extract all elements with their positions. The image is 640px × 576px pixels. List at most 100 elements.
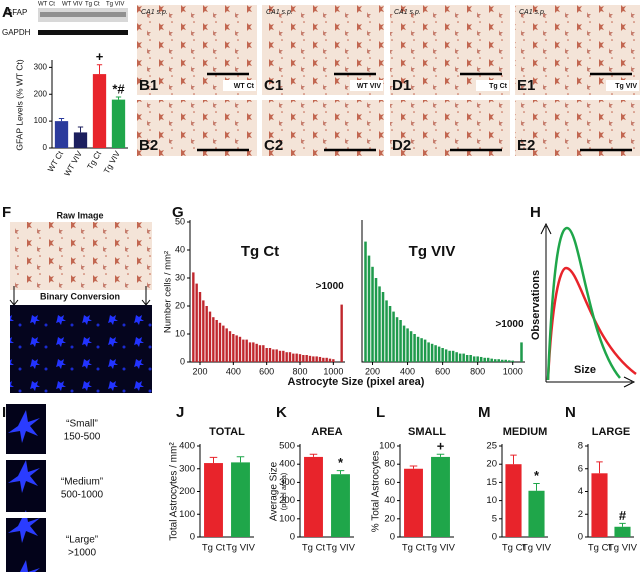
bar (225, 328, 228, 362)
y-tick-label: 40 (175, 244, 185, 254)
raw-image (10, 222, 152, 290)
panel-label: G (172, 204, 184, 221)
blot-lane-label: WT VIV (62, 2, 83, 8)
x-tick-label: Tg VIV (608, 543, 638, 554)
y-tick-label: 20 (175, 300, 185, 310)
bar (437, 346, 441, 362)
region-label: CA1 s.p. (266, 9, 293, 16)
bar (364, 241, 367, 362)
size-range: 500-1000 (61, 490, 104, 501)
bar (406, 328, 409, 362)
y-tick-label: 200 (34, 89, 48, 98)
bar (469, 355, 472, 362)
bar (208, 311, 212, 362)
panel-label: D2 (392, 137, 411, 154)
x-tick-label: Tg Ct (302, 543, 326, 554)
chart-title: Tg VIV (409, 243, 456, 260)
bar (315, 356, 318, 362)
x-tick-label: Tg Ct (588, 543, 612, 554)
bar (378, 286, 381, 362)
y-tick-label: 100 (34, 116, 48, 125)
y-tick-label: 30 (175, 272, 185, 282)
bar (472, 356, 476, 362)
y-tick-label: 400 (279, 459, 295, 470)
region-label: CA1 s.p. (519, 9, 546, 16)
bar (111, 99, 126, 148)
bar (242, 339, 245, 362)
bar (404, 468, 423, 537)
y-tick-label: 8 (578, 441, 583, 452)
bar (238, 336, 242, 362)
bar (288, 352, 292, 362)
annotation: + (96, 49, 104, 64)
bar (462, 353, 465, 362)
bar (504, 359, 507, 362)
bar (511, 360, 514, 362)
size-range: 150-500 (64, 432, 101, 443)
y-tick-label: 25 (486, 441, 497, 452)
y-tick-label: 60 (384, 477, 395, 488)
panel-label: E2 (517, 137, 535, 154)
annotation: *# (112, 81, 125, 96)
bar (312, 356, 315, 362)
x-tick-label: Tg VIV (522, 543, 552, 554)
region-label: CA1 s.p. (394, 9, 421, 16)
y-tick-label: 0 (290, 532, 295, 543)
group-label: Tg VIV (615, 83, 637, 90)
binary-image (10, 305, 152, 393)
region-label: CA1 s.p. (141, 9, 168, 16)
error-bar (596, 461, 603, 474)
bar (255, 343, 258, 362)
bar (388, 306, 392, 362)
panel-label: F (2, 204, 11, 221)
y-axis-label: Number cells / mm² (163, 251, 174, 333)
bar (409, 331, 413, 362)
micrograph (262, 100, 384, 156)
blot-row-label: GFAP (6, 8, 27, 17)
bar (228, 331, 232, 362)
group-label: Tg Ct (489, 83, 508, 90)
y-tick-label: 0 (180, 356, 185, 366)
bar (275, 349, 278, 362)
bar (258, 345, 262, 362)
x-tick-label: Tg Ct (402, 543, 426, 554)
bar (198, 292, 202, 362)
x-tick-label: Tg VIV (226, 543, 256, 554)
bar (427, 342, 430, 362)
bar (451, 350, 455, 362)
x-tick-label: Tg Ct (502, 543, 526, 554)
y-tick-label: 300 (34, 62, 48, 71)
y-tick-label: 200 (179, 486, 195, 497)
bar (292, 353, 295, 362)
error-bar (77, 126, 84, 133)
cell-image (6, 518, 46, 572)
bar (232, 334, 235, 362)
panel-label: C2 (264, 137, 283, 154)
y-tick-label: 5 (492, 513, 497, 524)
blot-band (40, 12, 126, 17)
bar (265, 348, 268, 362)
micrograph (137, 100, 257, 156)
x-tick-label: Tg Ct (85, 149, 103, 171)
y-tick-label: 20 (384, 513, 395, 524)
panel-label: A (2, 4, 13, 21)
x-tick-label: Tg Ct (202, 543, 226, 554)
bar (486, 357, 490, 362)
axis-label: Size (574, 364, 596, 376)
micrograph (390, 100, 510, 156)
bar (614, 526, 631, 537)
group-label-box (606, 80, 639, 91)
y-tick-label: 200 (279, 495, 295, 506)
blot-lane-label: WT Ct (38, 2, 55, 8)
bar (465, 355, 469, 362)
bar (205, 306, 208, 362)
chart-title: AREA (311, 426, 342, 438)
error-bar (115, 96, 122, 100)
bar (212, 317, 215, 362)
bar (231, 462, 250, 537)
x-tick-label: Tg VIV (426, 543, 456, 554)
curve (546, 226, 621, 381)
bar (591, 473, 608, 537)
y-axis-sublabel: (pixel area) (279, 472, 288, 510)
size-range: >1000 (68, 548, 97, 559)
